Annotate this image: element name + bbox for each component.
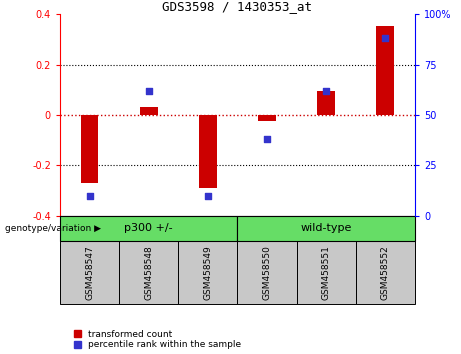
Bar — [178, 241, 237, 304]
Text: GSM458549: GSM458549 — [203, 245, 213, 300]
Bar — [258, 115, 276, 121]
Text: GSM458552: GSM458552 — [381, 245, 390, 300]
Bar — [237, 241, 296, 304]
Bar — [81, 115, 98, 183]
Point — [86, 193, 93, 199]
Text: GSM458547: GSM458547 — [85, 245, 94, 300]
Text: GSM458550: GSM458550 — [262, 245, 272, 300]
Point — [322, 88, 330, 94]
Text: genotype/variation ▶: genotype/variation ▶ — [5, 224, 100, 233]
Bar — [356, 241, 415, 304]
Bar — [199, 115, 217, 188]
Point — [204, 193, 212, 199]
Title: GDS3598 / 1430353_at: GDS3598 / 1430353_at — [162, 0, 313, 13]
Point — [145, 88, 152, 94]
Bar — [60, 241, 119, 304]
Bar — [296, 241, 356, 304]
Legend: transformed count, percentile rank within the sample: transformed count, percentile rank withi… — [74, 330, 241, 349]
Text: p300 +/-: p300 +/- — [124, 223, 173, 233]
Bar — [377, 25, 394, 115]
Bar — [119, 241, 178, 304]
Point — [382, 35, 389, 41]
Point — [263, 136, 271, 142]
Bar — [317, 91, 335, 115]
Bar — [60, 216, 237, 241]
Bar — [237, 216, 415, 241]
Bar — [140, 108, 158, 115]
Text: GSM458548: GSM458548 — [144, 245, 153, 300]
Text: GSM458551: GSM458551 — [322, 245, 331, 300]
Text: wild-type: wild-type — [301, 223, 352, 233]
